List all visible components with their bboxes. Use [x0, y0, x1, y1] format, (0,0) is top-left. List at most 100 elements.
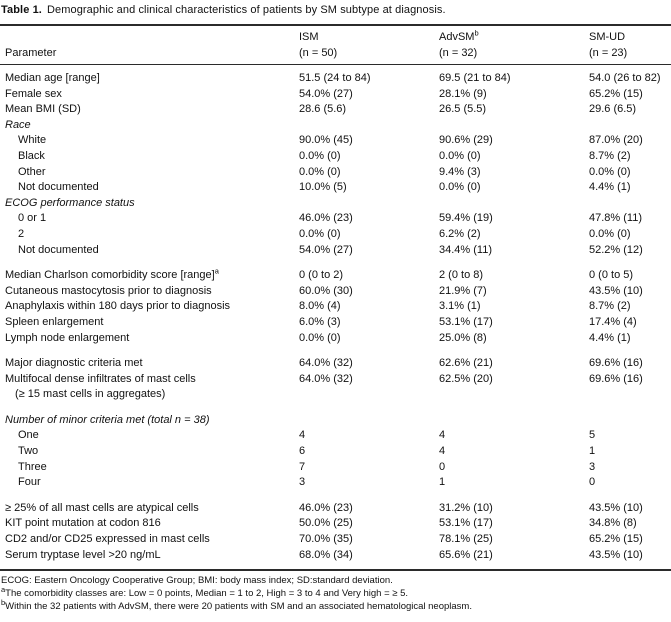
row-value: 60.0% (30): [299, 284, 353, 297]
table-row: 2 0.0% (0) 6.2% (2) 0.0% (0): [0, 227, 671, 243]
row-value: 51.5 (24 to 84): [299, 72, 371, 84]
row-label: Female sex: [5, 87, 62, 100]
table-row: Not documented 10.0% (5) 0.0% (0) 4.4% (1): [0, 180, 671, 196]
row-value: 53.1% (17): [439, 315, 493, 328]
row-value: [299, 118, 439, 134]
row-value: 34.4% (11): [439, 243, 492, 256]
row-value: 59.4% (19): [439, 212, 493, 225]
advsm-column-name: AdvSMb: [439, 28, 479, 43]
row-value: 28.6 (5.6): [299, 103, 347, 116]
row-value: 54.0 (26 to 82): [589, 72, 661, 84]
row-value: 43.5% (10): [589, 501, 643, 514]
table-row: Not documented 54.0% (27) 34.4% (11) 52.2% …: [0, 243, 671, 259]
row-value: 90.0% (45): [299, 134, 353, 147]
row-value: 1: [439, 476, 446, 489]
table-row: Female sex 54.0% (27) 28.1% (9) 65.2% (15): [0, 87, 671, 103]
row-value: 7: [299, 460, 306, 473]
footnote-marker: b: [1, 597, 6, 607]
table-row: One 4 4 5: [0, 428, 671, 444]
row-label: Anaphylaxis within 180 days prior to dia…: [5, 300, 231, 313]
row-label: Three: [18, 460, 47, 473]
row-value: 21.9% (7): [439, 284, 487, 297]
row-value: 0.0% (0): [439, 181, 481, 194]
footnote-a: aThe comorbidity classes are: Low = 0 po…: [1, 584, 669, 601]
footnote-text: The comorbidity classes are: Low = 0 poi…: [5, 588, 409, 600]
row-value: 3: [299, 476, 306, 489]
row-label: Race: [5, 118, 31, 131]
footnote-text: Within the 32 patients with AdvSM, there…: [5, 600, 472, 612]
row-value: 69.6% (16): [589, 357, 643, 370]
footnote-text: ECOG: Eastern Oncology Cooperative Group…: [1, 575, 393, 587]
row-value: 34.8% (8): [589, 517, 637, 530]
footnote-abbreviations: ECOG: Eastern Oncology Cooperative Group…: [1, 575, 669, 588]
row-value: 78.1% (25): [439, 533, 493, 546]
row-value: 87.0% (20): [589, 134, 643, 147]
row-value: [589, 118, 671, 134]
row-value: 3.1% (1): [439, 300, 481, 313]
row-label: Serum tryptase level >20 ng/mL: [5, 548, 161, 561]
row-label: Black: [18, 149, 45, 162]
row-value: 62.6% (21): [439, 357, 493, 370]
table-row: Black 0.0% (0) 0.0% (0) 8.7% (2): [0, 149, 671, 165]
smud-column-name: SM-UD: [589, 31, 626, 43]
column-header-ism: ISM (n = 50): [299, 31, 439, 59]
table-row: Four 3 1 0: [0, 475, 671, 491]
row-value: 47.8% (11): [589, 212, 642, 225]
row-value: [439, 413, 589, 429]
table-row: Three 7 0 3: [0, 460, 671, 476]
table-row: (≥ 15 mast cells in aggregates): [0, 387, 671, 403]
table-title: Table 1. Demographic and clinical charact…: [0, 3, 671, 24]
row-label: Not documented: [18, 243, 99, 256]
row-value: 4.4% (1): [589, 331, 631, 344]
table-row: Multifocal dense infiltrates of mast cel…: [0, 372, 671, 388]
table-title-label: Table 1.: [1, 4, 42, 16]
top-rule: [0, 24, 671, 26]
table-row: White 90.0% (45) 90.6% (29) 87.0% (20): [0, 133, 671, 149]
footnote-b: bWithin the 32 patients with AdvSM, ther…: [1, 597, 669, 614]
row-label: Multifocal dense infiltrates of mast cel…: [5, 372, 196, 385]
row-value: 64.0% (32): [299, 372, 353, 385]
table-row: ECOG performance status: [0, 196, 671, 212]
bottom-rule: [0, 569, 671, 572]
table-row: Cutaneous mastocytosis prior to diagnosi…: [0, 284, 671, 300]
row-label: Four: [18, 476, 41, 489]
table-row: CD2 and/or CD25 expressed in mast cells 7…: [0, 532, 671, 548]
row-value: 46.0% (23): [299, 212, 353, 225]
row-label: CD2 and/or CD25 expressed in mast cells: [5, 533, 210, 546]
row-label: Major diagnostic criteria met: [5, 357, 143, 370]
column-header-advsm: AdvSMb (n = 32): [439, 28, 589, 59]
row-value: 0.0% (0): [299, 165, 341, 178]
advsm-superscript: b: [474, 28, 479, 38]
row-value: 8.7% (2): [589, 149, 631, 162]
column-header-parameter: Parameter: [0, 47, 299, 59]
row-value: 6: [299, 445, 306, 458]
row-value: 0: [439, 460, 446, 473]
row-value: 0.0% (0): [299, 227, 341, 240]
row-value: 62.5% (20): [439, 372, 493, 385]
row-label: Lymph node enlargement: [5, 331, 130, 344]
row-label: KIT point mutation at codon 816: [5, 517, 161, 530]
row-label: 0 or 1: [18, 212, 47, 225]
row-label: Spleen enlargement: [5, 315, 104, 328]
row-value: 69.6% (16): [589, 372, 643, 385]
row-label: Not documented: [18, 181, 99, 194]
table-row: ≥ 25% of all mast cells are atypical cel…: [0, 501, 671, 517]
row-value: 65.6% (21): [439, 548, 493, 561]
table-row: Lymph node enlargement 0.0% (0) 25.0% (8) 4…: [0, 331, 671, 347]
row-value: 65.2% (15): [589, 87, 643, 100]
advsm-column-n: (n = 32): [439, 47, 478, 59]
footnote-marker: a: [1, 584, 6, 594]
row-label: Median Charlson comorbidity score [range…: [5, 266, 219, 282]
header-rule: [0, 64, 671, 65]
row-value: 0 (0 to 5): [589, 269, 634, 282]
table-body: Median age [range] 51.5 (24 to 84) 69.5 (2…: [0, 65, 671, 569]
row-label: Mean BMI (SD): [5, 103, 81, 116]
spacer-row: [0, 346, 671, 356]
row-value: 2 (0 to 8): [439, 269, 484, 282]
row-value: 28.1% (9): [439, 87, 487, 100]
row-value: 69.5 (21 to 84): [439, 72, 511, 84]
row-label: Other: [18, 165, 46, 178]
row-value: 0.0% (0): [299, 149, 341, 162]
row-value: 0.0% (0): [589, 165, 631, 178]
